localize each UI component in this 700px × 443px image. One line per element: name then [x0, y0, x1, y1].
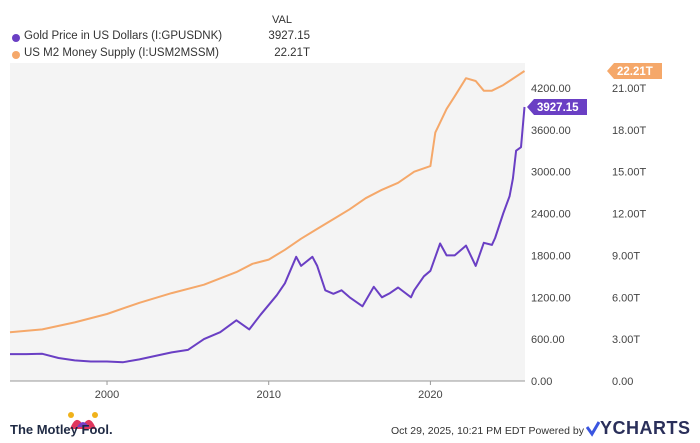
- left-axis-tick-label: 600.00: [531, 334, 565, 346]
- series-line-m2: [9, 70, 526, 334]
- jester-cap-icon: [68, 412, 98, 429]
- plot-background: [10, 63, 525, 381]
- left-axis-tick-label: 4200.00: [531, 83, 571, 95]
- ycharts-check-icon: [586, 421, 600, 437]
- brand-logo-text: The Motley Fool.: [10, 422, 113, 437]
- legend-label-m2: US M2 Money Supply (I:USM2MSSM): [24, 47, 219, 59]
- legend-header: VAL: [272, 14, 292, 26]
- legend-value-gold: 3927.15: [268, 30, 310, 42]
- legend-swatch-m2: [12, 51, 20, 59]
- right-axis-tick-label: 6.00T: [612, 292, 640, 304]
- series-line-gold: [10, 106, 526, 364]
- legend-value-m2: 22.21T: [274, 47, 310, 59]
- right-axis-tick-label: 3.00T: [612, 334, 640, 346]
- right-axis-tick-label: 21.00T: [612, 83, 647, 95]
- legend-swatch-gold: [12, 34, 20, 42]
- right-axis-tick-label: 12.00T: [612, 209, 647, 221]
- provider-logo: YCHARTS: [600, 418, 691, 438]
- legend-item-gold: Gold Price in US Dollars (I:GPUSDNK) 392…: [10, 30, 310, 46]
- m2-end-value-flag: [607, 63, 662, 80]
- m2-end-value-label: 22.21T: [617, 66, 653, 78]
- x-tick-label: 2010: [256, 389, 280, 401]
- right-axis-tick-label: 9.00T: [612, 250, 640, 262]
- left-axis-tick-label: 0.00: [531, 376, 552, 388]
- right-axis-tick-label: 0.00: [612, 376, 633, 388]
- left-axis-tick-label: 3600.00: [531, 125, 571, 137]
- left-axis-tick-label: 3000.00: [531, 167, 571, 179]
- gold-end-value-flag: [527, 98, 587, 115]
- legend-item-m2: US M2 Money Supply (I:USM2MSSM) 22.21T: [10, 47, 310, 63]
- x-tick-label: 2020: [418, 389, 442, 401]
- timestamp: Oct 29, 2025, 10:21 PM EDT Powered by: [391, 425, 584, 437]
- legend-label-gold: Gold Price in US Dollars (I:GPUSDNK): [24, 30, 223, 42]
- left-axis-tick-label: 1200.00: [531, 292, 571, 304]
- right-axis-tick-label: 15.00T: [612, 167, 647, 179]
- left-axis-tick-label: 1800.00: [531, 250, 571, 262]
- x-tick-label: 2000: [95, 389, 119, 401]
- left-axis-tick-label: 2400.00: [531, 209, 571, 221]
- gold-end-value-label: 3927.15: [537, 102, 579, 114]
- right-axis-tick-label: 18.00T: [612, 125, 647, 137]
